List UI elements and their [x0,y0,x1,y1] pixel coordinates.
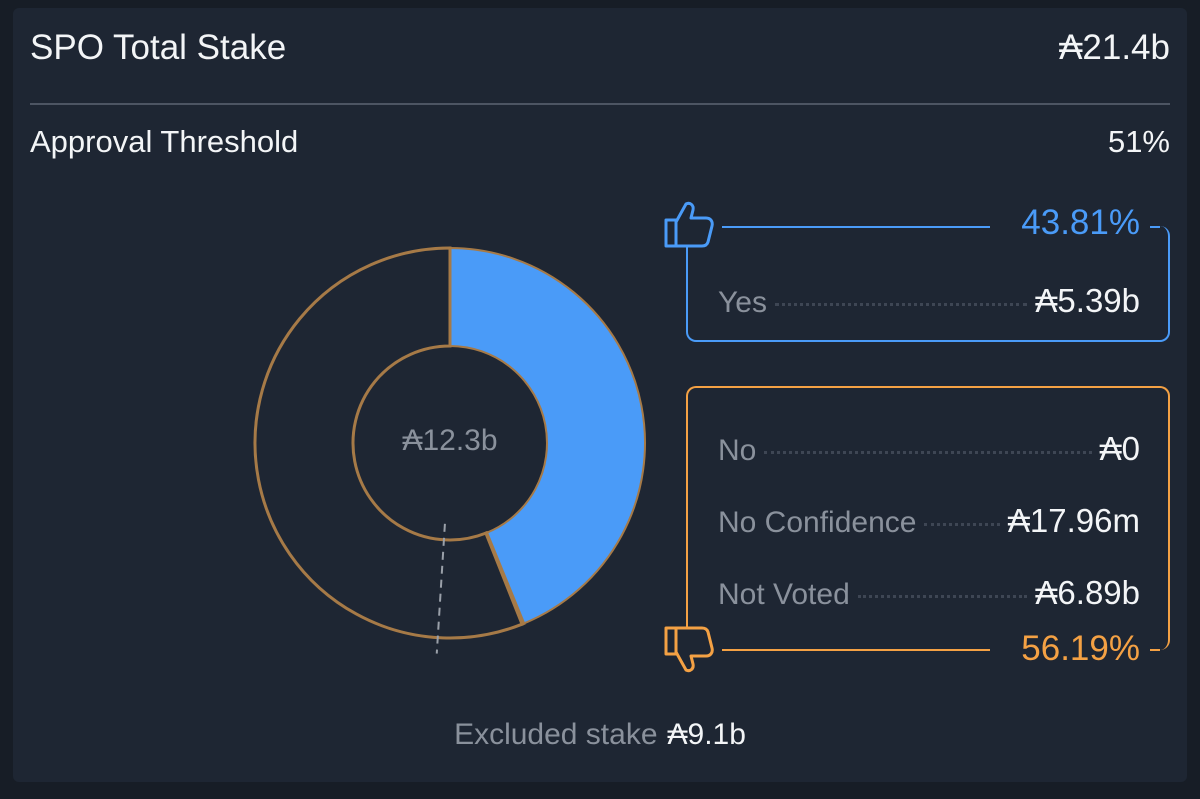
excluded-stake: Excluded stake ₳9.1b [0,718,1200,752]
no-value: ₳0 [1099,430,1140,467]
total-stake-value: ₳21.4b [1059,28,1170,67]
no-row: No ₳0 [718,430,1140,470]
thumbs-up-icon [664,201,714,248]
donut-center-total: ₳12.3b [402,424,498,457]
not-voted-value: ₳6.89b [1035,574,1140,611]
yes-percent: 43.81% [1021,203,1140,242]
no-label: No [718,434,757,467]
header-divider [30,103,1170,105]
no-summary-box [686,386,1170,650]
yes-top-line-right [1150,226,1160,228]
no-bottom-line-right [1150,649,1160,651]
no-confidence-label: No Confidence [718,506,917,539]
yes-label: Yes [718,286,767,319]
dot-leader [774,303,1028,306]
slice-not-voted [253,246,525,640]
yes-row: Yes ₳5.39b [718,282,1140,322]
excluded-stake-label: Excluded stake [454,718,658,751]
no-confidence-row: No Confidence ₳17.96m [718,502,1140,542]
card-title: SPO Total Stake [30,28,287,67]
slice-yes [449,246,646,625]
not-voted-label: Not Voted [718,578,850,611]
threshold-value: 51% [1107,124,1170,159]
no-percent: 56.19% [1021,629,1140,668]
yes-value: ₳5.39b [1035,282,1140,319]
threshold-label: Approval Threshold [30,124,299,159]
dot-leader [764,451,1092,454]
dot-leader [924,523,1000,526]
yes-summary-box [686,226,1170,342]
thumbs-down-icon [664,626,714,673]
not-voted-row: Not Voted ₳6.89b [718,574,1140,614]
no-confidence-value: ₳17.96m [1007,502,1140,539]
yes-top-line-left [722,226,990,228]
excluded-stake-value: ₳9.1b [667,718,746,751]
dot-leader [857,595,1028,598]
threshold-marker [435,523,446,654]
no-bottom-line-left [722,649,990,651]
